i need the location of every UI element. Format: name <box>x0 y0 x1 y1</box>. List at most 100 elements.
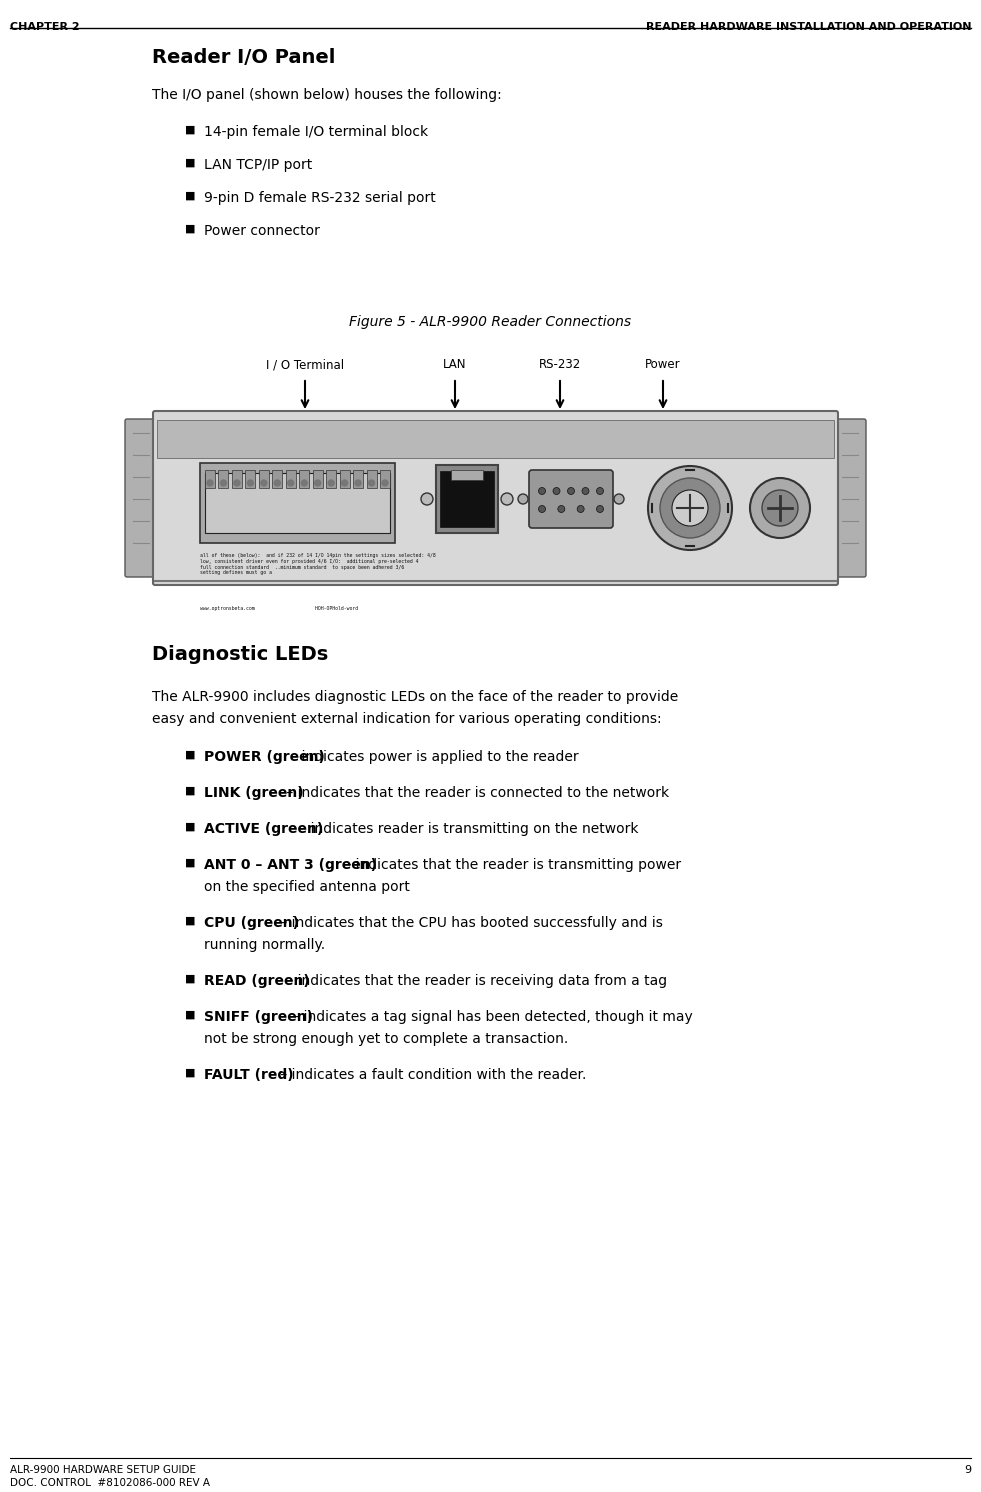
Circle shape <box>315 480 321 486</box>
Text: – indicates that the CPU has booted successfully and is: – indicates that the CPU has booted succ… <box>276 916 662 930</box>
Text: ■: ■ <box>185 750 195 759</box>
FancyBboxPatch shape <box>529 470 613 528</box>
Text: ■: ■ <box>185 1010 195 1021</box>
Circle shape <box>275 480 281 486</box>
Text: LAN TCP/IP port: LAN TCP/IP port <box>204 158 312 172</box>
Circle shape <box>762 489 798 527</box>
Circle shape <box>567 488 575 494</box>
Text: SNIFF (green): SNIFF (green) <box>204 1010 313 1024</box>
Text: DOC. CONTROL  #8102086-000 REV A: DOC. CONTROL #8102086-000 REV A <box>10 1479 210 1488</box>
Text: all of these (below):  and if 232 of 14 I/O 14pin the settings sizes selected: 4: all of these (below): and if 232 of 14 I… <box>200 554 436 576</box>
Text: ■: ■ <box>185 974 195 985</box>
Text: ALR-9900 HARDWARE SETUP GUIDE: ALR-9900 HARDWARE SETUP GUIDE <box>10 1465 196 1476</box>
Text: – indicates a tag signal has been detected, though it may: – indicates a tag signal has been detect… <box>288 1010 694 1024</box>
Bar <box>157 421 834 458</box>
Bar <box>219 470 229 488</box>
Text: POWER (green): POWER (green) <box>204 750 325 764</box>
Circle shape <box>382 480 388 486</box>
Circle shape <box>648 466 732 551</box>
Circle shape <box>421 492 433 504</box>
Text: – indicates a fault condition with the reader.: – indicates a fault condition with the r… <box>276 1068 586 1082</box>
Bar <box>273 470 283 488</box>
Text: Reader I/O Panel: Reader I/O Panel <box>152 48 336 67</box>
Circle shape <box>341 480 347 486</box>
Circle shape <box>539 488 545 494</box>
Text: ■: ■ <box>185 191 195 201</box>
Bar <box>440 471 494 527</box>
Circle shape <box>261 480 267 486</box>
Text: – indicates that the reader is connected to the network: – indicates that the reader is connected… <box>282 786 669 800</box>
Text: Power connector: Power connector <box>204 224 320 239</box>
Bar <box>367 470 377 488</box>
Text: easy and convenient external indication for various operating conditions:: easy and convenient external indication … <box>152 712 661 727</box>
Circle shape <box>582 488 589 494</box>
FancyBboxPatch shape <box>125 419 159 577</box>
Bar <box>205 470 215 488</box>
Circle shape <box>221 480 227 486</box>
Text: – indicates that the reader is transmitting power: – indicates that the reader is transmitt… <box>340 858 682 871</box>
Bar <box>353 470 363 488</box>
Circle shape <box>287 480 293 486</box>
Text: 9: 9 <box>964 1465 971 1476</box>
Circle shape <box>355 480 361 486</box>
Text: ■: ■ <box>185 916 195 927</box>
Text: not be strong enough yet to complete a transaction.: not be strong enough yet to complete a t… <box>204 1032 568 1046</box>
Text: The I/O panel (shown below) houses the following:: The I/O panel (shown below) houses the f… <box>152 88 501 101</box>
Text: - indicates power is applied to the reader: - indicates power is applied to the read… <box>288 750 579 764</box>
Circle shape <box>233 480 240 486</box>
Circle shape <box>207 480 213 486</box>
Bar <box>380 470 390 488</box>
Bar <box>205 473 390 533</box>
Text: ANT 0 – ANT 3 (green): ANT 0 – ANT 3 (green) <box>204 858 377 871</box>
Text: READ (green): READ (green) <box>204 974 310 988</box>
Circle shape <box>660 477 720 539</box>
Circle shape <box>558 506 565 512</box>
Circle shape <box>672 489 708 527</box>
Text: Figure 5 - ALR-9900 Reader Connections: Figure 5 - ALR-9900 Reader Connections <box>349 315 631 330</box>
Bar <box>200 463 395 543</box>
Circle shape <box>329 480 335 486</box>
Text: The ALR-9900 includes diagnostic LEDs on the face of the reader to provide: The ALR-9900 includes diagnostic LEDs on… <box>152 689 678 704</box>
Text: ■: ■ <box>185 224 195 234</box>
FancyBboxPatch shape <box>832 419 866 577</box>
Bar <box>285 470 295 488</box>
Circle shape <box>301 480 307 486</box>
Bar <box>259 470 269 488</box>
Text: ■: ■ <box>185 822 195 833</box>
Circle shape <box>750 477 810 539</box>
Bar <box>299 470 309 488</box>
Text: CPU (green): CPU (green) <box>204 916 299 930</box>
Text: 9-pin D female RS-232 serial port: 9-pin D female RS-232 serial port <box>204 191 436 204</box>
Circle shape <box>501 492 513 504</box>
Text: READER HARDWARE INSTALLATION AND OPERATION: READER HARDWARE INSTALLATION AND OPERATI… <box>645 22 971 31</box>
Bar <box>313 470 323 488</box>
Text: ACTIVE (green): ACTIVE (green) <box>204 822 324 836</box>
Bar <box>326 470 336 488</box>
Text: Diagnostic LEDs: Diagnostic LEDs <box>152 645 329 664</box>
FancyBboxPatch shape <box>153 410 838 585</box>
Text: ■: ■ <box>185 158 195 169</box>
Circle shape <box>553 488 560 494</box>
Circle shape <box>247 480 253 486</box>
Text: RS-232: RS-232 <box>539 358 581 372</box>
Text: FAULT (red): FAULT (red) <box>204 1068 293 1082</box>
Bar <box>232 470 242 488</box>
Circle shape <box>369 480 375 486</box>
Text: ■: ■ <box>185 1068 195 1079</box>
Bar <box>436 466 498 533</box>
Text: ■: ■ <box>185 858 195 868</box>
Text: – indicates reader is transmitting on the network: – indicates reader is transmitting on th… <box>295 822 639 836</box>
Bar <box>245 470 255 488</box>
Text: running normally.: running normally. <box>204 938 325 952</box>
Text: 14-pin female I/O terminal block: 14-pin female I/O terminal block <box>204 125 428 139</box>
Text: LINK (green): LINK (green) <box>204 786 304 800</box>
Text: I / O Terminal: I / O Terminal <box>266 358 344 372</box>
Text: ■: ■ <box>185 786 195 797</box>
Text: on the specified antenna port: on the specified antenna port <box>204 880 410 894</box>
Text: www.optronsbeta.com                     HOH-OPHold-word: www.optronsbeta.com HOH-OPHold-word <box>200 606 358 612</box>
Text: ■: ■ <box>185 125 195 134</box>
Circle shape <box>614 494 624 504</box>
Text: Power: Power <box>645 358 681 372</box>
Circle shape <box>596 506 603 512</box>
Circle shape <box>596 488 603 494</box>
